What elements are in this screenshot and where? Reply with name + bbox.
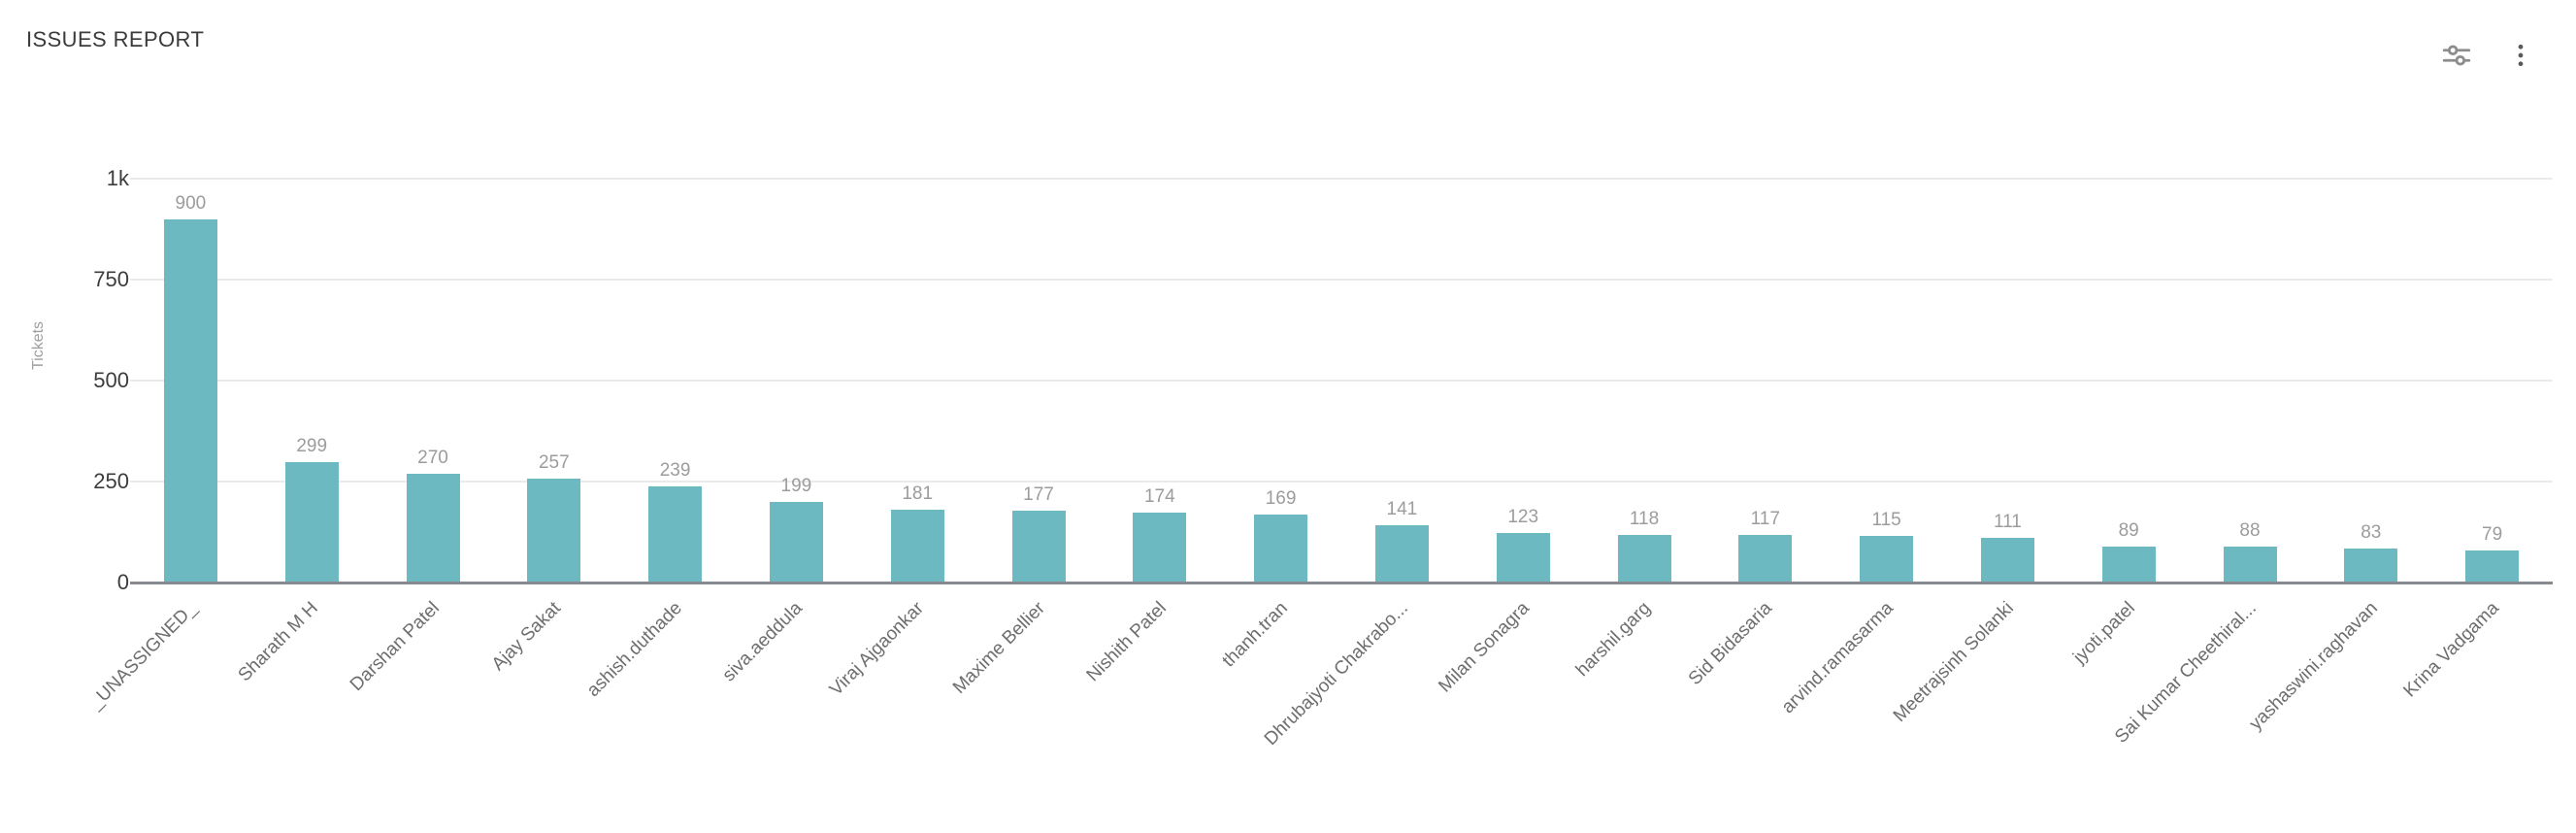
bar[interactable] <box>2223 547 2277 583</box>
bar[interactable] <box>527 479 581 583</box>
y-axis-tick-label: 0 <box>116 570 129 594</box>
bar-value-label: 115 <box>1871 510 1901 531</box>
bar-value-label: 79 <box>2482 524 2503 546</box>
bar[interactable] <box>2465 550 2520 583</box>
bar-value-label: 177 <box>1023 484 1054 506</box>
chart-settings-button[interactable] <box>2440 39 2473 72</box>
y-axis-tick-label: 250 <box>93 469 129 493</box>
bar[interactable] <box>406 473 460 583</box>
bar[interactable] <box>1133 512 1187 583</box>
bar[interactable] <box>1374 525 1429 583</box>
y-axis-title: Tickets <box>30 320 47 371</box>
bar-value-label: 199 <box>780 476 812 497</box>
widget-title: ISSUES REPORT <box>26 27 205 51</box>
bar[interactable] <box>648 485 703 583</box>
bar[interactable] <box>890 509 944 583</box>
bar-value-label: 257 <box>538 452 570 474</box>
bar-value-label: 141 <box>1386 499 1418 520</box>
gridline <box>130 178 2553 180</box>
y-axis-tick-label: 1k <box>106 166 129 190</box>
bar-value-label: 169 <box>1265 487 1297 509</box>
y-axis-tick-label: 500 <box>93 368 129 392</box>
bar[interactable] <box>1860 536 1914 583</box>
header-actions <box>2440 39 2535 72</box>
bar[interactable] <box>769 502 823 583</box>
bar-value-label: 299 <box>296 435 328 456</box>
bar-value-label: 174 <box>1143 485 1175 507</box>
bar[interactable] <box>1011 511 1066 583</box>
bar-value-label: 270 <box>417 447 448 468</box>
y-axis-tick-label: 750 <box>93 267 129 291</box>
gridline <box>130 481 2553 483</box>
bar[interactable] <box>1980 537 2034 583</box>
gridline <box>130 279 2553 281</box>
bar-value-label: 117 <box>1750 509 1780 530</box>
bar-value-label: 118 <box>1629 508 1660 529</box>
bar[interactable] <box>1738 535 1793 583</box>
bar-value-label: 239 <box>659 459 691 481</box>
gridline <box>130 380 2553 382</box>
bar[interactable] <box>284 461 339 583</box>
bar-value-label: 123 <box>1507 506 1539 527</box>
x-axis-label: _UNASSIGNED_ <box>85 598 202 714</box>
bar[interactable] <box>1254 514 1308 583</box>
bar[interactable] <box>1496 532 1550 583</box>
bar-value-label: 181 <box>902 483 934 504</box>
tune-sliders-icon <box>2442 45 2471 66</box>
bar-value-label: 89 <box>2118 519 2139 541</box>
bar-value-label: 900 <box>175 192 207 214</box>
bar[interactable] <box>2101 546 2156 583</box>
bar-value-label: 83 <box>2361 522 2382 544</box>
bar[interactable] <box>1617 534 1671 583</box>
bar[interactable] <box>2344 549 2398 583</box>
bar-value-label: 111 <box>1993 511 2022 532</box>
bar-value-label: 88 <box>2239 520 2261 542</box>
more-options-button[interactable] <box>2506 41 2535 70</box>
bar[interactable] <box>163 218 217 583</box>
x-axis-line <box>130 582 2553 584</box>
kebab-menu-icon <box>2518 44 2524 67</box>
